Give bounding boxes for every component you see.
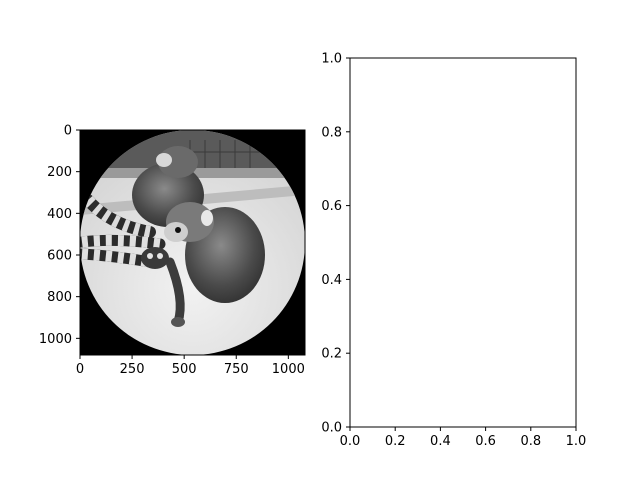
- image-y-tick-label: 200: [47, 165, 72, 180]
- empty-x-tick-label: 1.0: [566, 434, 587, 449]
- empty-y-tick-label: 1.0: [321, 52, 342, 67]
- image-x-tick-label: 0: [76, 362, 84, 377]
- empty-x-tick-label: 0.2: [385, 434, 406, 449]
- image-y-tick-label: 400: [47, 207, 72, 222]
- image-axes-frame: [79, 129, 306, 356]
- empty-axes-frame: [349, 57, 577, 428]
- image-y-tick-label: 600: [47, 249, 72, 264]
- lemur-photo: [80, 130, 305, 355]
- image-y-tick-label: 800: [47, 290, 72, 305]
- empty-x-tick-label: 0.8: [520, 434, 541, 449]
- image-y-tick-label: 0: [64, 124, 72, 139]
- empty-y-tick-label: 0.8: [321, 125, 342, 140]
- empty-x-tick-label: 0.6: [475, 434, 496, 449]
- image-x-tick-label: 1000: [272, 362, 305, 377]
- image-y-tick-label: 1000: [39, 332, 72, 347]
- empty-x-ticks: 0.0 0.2 0.4 0.6 0.8 1.0: [340, 427, 587, 449]
- empty-y-tick-label: 0.0: [321, 421, 342, 436]
- empty-y-tick-label: 0.2: [321, 347, 342, 362]
- image-x-tick-label: 250: [120, 362, 145, 377]
- empty-axes: 0.0 0.2 0.4 0.6 0.8 1.0 0.0 0.2 0.4 0.6 0.8 1.0: [321, 52, 586, 450]
- empty-y-tick-label: 0.6: [321, 199, 342, 214]
- image-y-ticks: 0 200 400 600 800 1000: [39, 124, 80, 347]
- image-x-ticks: 0 250 500 750 1000: [76, 355, 305, 377]
- empty-x-tick-label: 0.4: [430, 434, 451, 449]
- image-axes: 0 250 500 750 1000 0 200 400 600 800 1000: [39, 124, 306, 377]
- lemur-image: [80, 130, 305, 355]
- image-x-tick-label: 750: [224, 362, 249, 377]
- empty-x-tick-label: 0.0: [340, 434, 361, 449]
- image-x-tick-label: 500: [172, 362, 197, 377]
- empty-y-tick-label: 0.4: [321, 273, 342, 288]
- empty-y-ticks: 0.0 0.2 0.4 0.6 0.8 1.0: [321, 52, 350, 436]
